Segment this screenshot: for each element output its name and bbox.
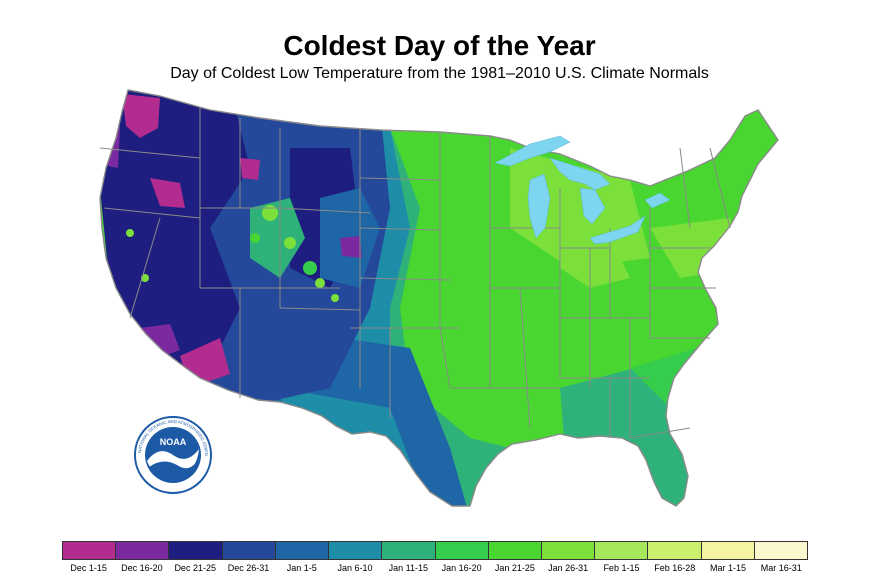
legend-swatch	[221, 541, 275, 560]
legend-swatch	[62, 541, 116, 560]
great-lakes	[494, 135, 671, 245]
legend-label: Mar 1-15	[710, 563, 747, 573]
legend-swatch	[487, 541, 541, 560]
legend-swatch	[700, 541, 754, 560]
legend-label: Jan 1-5	[286, 563, 317, 573]
legend-swatch	[328, 541, 382, 560]
us-outline	[99, 89, 779, 507]
map-title: Coldest Day of the Year	[283, 30, 596, 61]
state-lines	[99, 108, 731, 439]
legend-label: Dec 1-15	[70, 563, 107, 573]
legend-swatch	[594, 541, 648, 560]
legend-swatch	[753, 541, 809, 560]
noaa-text: NOAA	[160, 437, 187, 447]
legend-swatch	[647, 541, 701, 560]
legend-label: Dec 21-25	[174, 563, 216, 573]
legend-label: Dec 16-20	[121, 563, 163, 573]
legend-swatch	[381, 541, 435, 560]
legend-label: Jan 6-10	[337, 563, 373, 573]
legend-swatch	[168, 541, 222, 560]
legend-swatch	[540, 541, 595, 560]
legend-label: Jan 16-20	[441, 563, 482, 573]
us-climate-map	[99, 89, 779, 507]
legend-label: Feb 16-28	[654, 563, 696, 573]
legend-label: Jan 26-31	[548, 563, 589, 573]
legend-swatch	[434, 541, 488, 560]
noaa-logo: NOAA NATIONAL OCEANIC AND ATMOSPHERIC AD…	[133, 415, 212, 494]
legend-label: Mar 16-31	[760, 563, 802, 573]
legend-labels: Dec 1-15 Dec 16-20 Dec 21-25 Dec 26-31 Jan 1…	[62, 563, 808, 573]
map-subtitle: Day of Coldest Low Temperature from the …	[170, 65, 709, 82]
legend-bar	[62, 541, 809, 561]
legend-label: Dec 26-31	[227, 563, 270, 573]
legend-label: Jan 11-15	[388, 563, 429, 573]
legend-swatch	[274, 541, 329, 560]
legend-label: Jan 21-25	[494, 563, 535, 573]
legend-label: Feb 1-15	[603, 563, 640, 573]
legend-swatch	[115, 541, 169, 560]
